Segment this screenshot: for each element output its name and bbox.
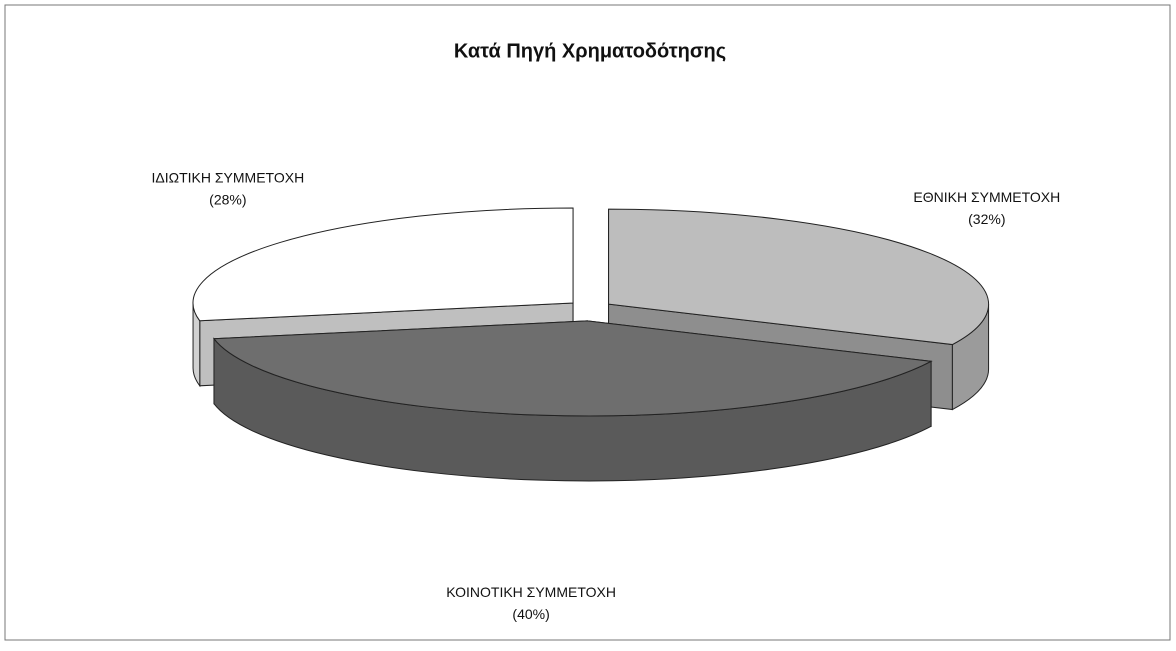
slice-label: ΙΔΙΩΤΙΚΗ ΣΥΜΜΕΤΟΧΗ [152,170,305,186]
chart-title: Κατά Πηγή Χρηματοδότησης [454,40,726,62]
slice-label: ΕΘΝΙΚΗ ΣΥΜΜΕΤΟΧΗ [913,189,1060,205]
slice-value-label: (28%) [209,192,246,208]
slice-value-label: (40%) [512,606,549,622]
pie-slice [212,320,933,482]
slice-value-label: (32%) [968,211,1005,227]
slice-label: ΚΟΙΝΟΤΙΚΗ ΣΥΜΜΕΤΟΧΗ [446,584,616,600]
slice-top [192,207,574,322]
slice-top [212,320,933,417]
slice-top [608,208,989,346]
